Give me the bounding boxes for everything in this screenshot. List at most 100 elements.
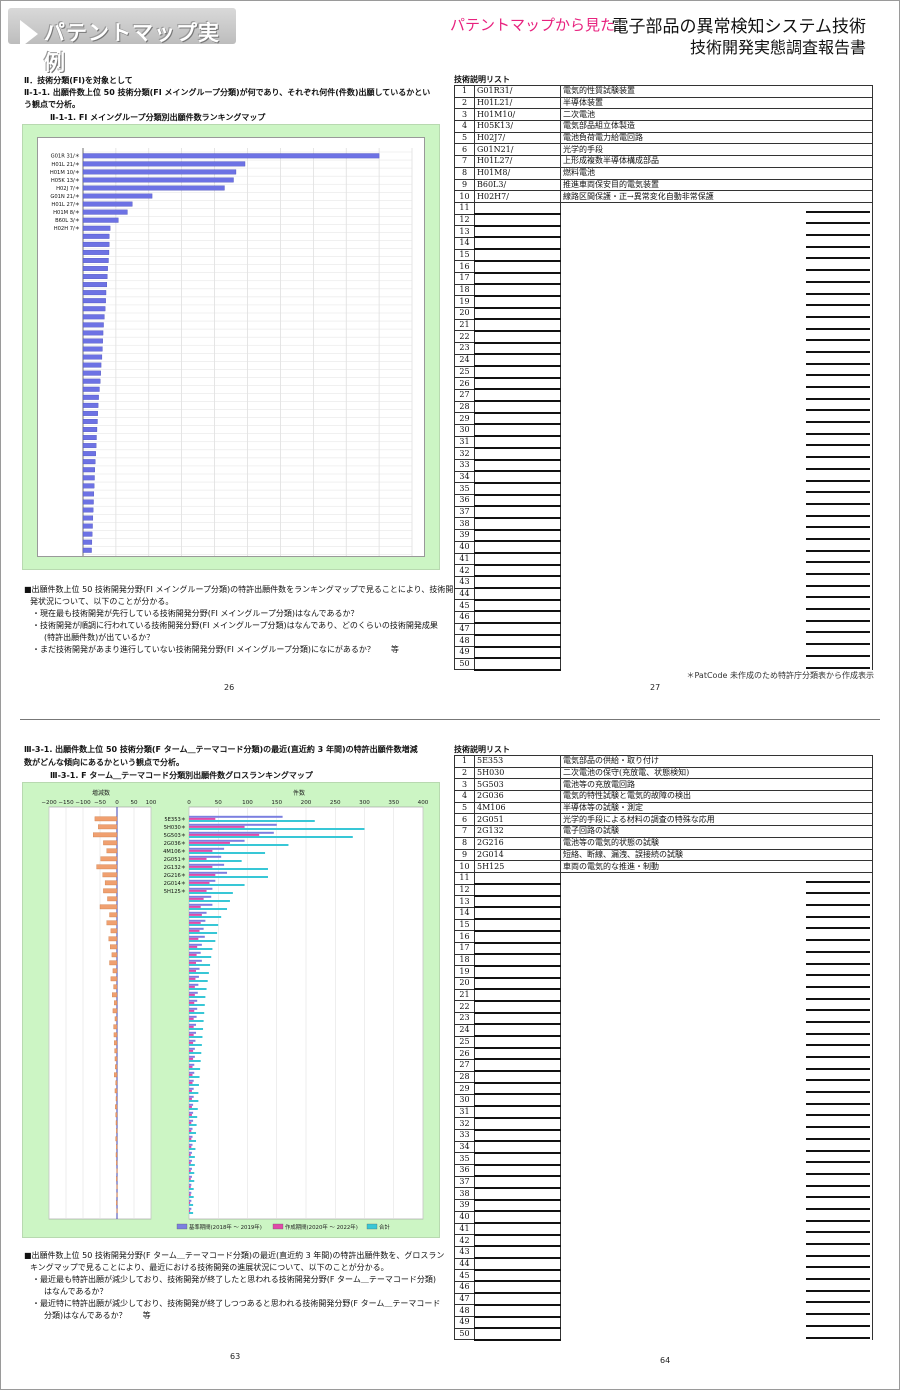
- page-number-64: 64: [660, 1356, 671, 1365]
- row-code: [474, 284, 561, 297]
- table-row: 30: [454, 1093, 873, 1108]
- chart2-base-bar: [189, 895, 212, 898]
- row-code: 2G014: [474, 848, 561, 862]
- chart2-delta-bar: [116, 1168, 118, 1174]
- chart2-total-bar: [189, 828, 365, 830]
- chart1-category-label: B60L 3/＊: [55, 218, 80, 224]
- row-rule: [806, 944, 870, 953]
- row-number: 18: [454, 283, 475, 297]
- table-row: 25: [454, 1035, 873, 1049]
- chart2-recent-bar: [189, 1065, 193, 1068]
- row-description: [560, 1304, 873, 1317]
- chart2-total-bar: [189, 1004, 205, 1006]
- row-rule: [806, 1014, 870, 1023]
- row-number: 25: [454, 365, 475, 379]
- row-description: [560, 260, 873, 273]
- table-row: 22: [454, 330, 873, 344]
- row-rule: [806, 885, 870, 895]
- row-description: [560, 1036, 873, 1048]
- row-number: 11: [454, 201, 475, 215]
- row-description: 推進車両保安目的電気装置: [560, 178, 873, 192]
- row-number: 30: [454, 1093, 475, 1107]
- table-row: 2 H01L21/半導体装置: [454, 96, 873, 110]
- banner-title: パテントマップ実例: [44, 21, 220, 75]
- row-number: 27: [454, 388, 475, 402]
- row-description: [560, 1246, 873, 1259]
- row-code: [474, 634, 561, 648]
- row-description: [560, 634, 873, 647]
- table-row: 24: [454, 1023, 873, 1037]
- row-description: 電池等の充放電回路: [560, 778, 873, 792]
- chart2-total-bar: [189, 1100, 199, 1102]
- chart2-recent-bar: [189, 1081, 193, 1084]
- row-code: [474, 494, 561, 508]
- chart2-legend-swatch: [176, 1223, 188, 1230]
- chart2-total-bar: [189, 1036, 203, 1038]
- chart2-delta-bar: [116, 1160, 118, 1166]
- chart2-right-tick-label: 200: [301, 800, 312, 806]
- row-rule: [806, 402, 870, 412]
- row-description: [560, 517, 873, 530]
- row-number: 4: [454, 120, 475, 133]
- row-description: 電子回路の試験: [560, 825, 873, 838]
- row-description: [560, 1269, 873, 1282]
- chart2-base-bar: [189, 1071, 195, 1074]
- chart2-base-bar: [189, 871, 228, 874]
- row-number: 10: [454, 860, 475, 873]
- row-rule: [806, 262, 870, 272]
- row-rule: [806, 449, 870, 459]
- chart2-base-bar: [189, 1175, 192, 1178]
- chart2-delta-bar: [116, 1200, 118, 1206]
- chart2-recent-bar: [189, 1193, 191, 1196]
- table-row: 36: [454, 1164, 873, 1178]
- table-row: 35: [454, 482, 873, 496]
- table-row: 41: [454, 1222, 873, 1236]
- row-code: H01M8/: [474, 166, 561, 180]
- table-row: 12: [454, 213, 873, 227]
- row-code: [474, 214, 561, 227]
- row-rule: [806, 437, 870, 447]
- row-rule: [806, 286, 870, 295]
- table-row: 18: [454, 953, 873, 967]
- chart2-total-bar: [189, 972, 209, 974]
- row-description: [560, 506, 873, 518]
- row-description: [560, 494, 873, 507]
- row-description: 電気部品組立体製造: [560, 120, 873, 133]
- row-code: [474, 307, 561, 321]
- tech-list-title: 技術説明リスト: [454, 75, 510, 84]
- row-code: [474, 1328, 561, 1341]
- chart2-total-bar: [189, 900, 230, 902]
- row-rule: [806, 1002, 870, 1012]
- chart1-bar: [82, 499, 94, 505]
- row-rule: [806, 1224, 870, 1234]
- chart2-right-xlabel: 件数: [293, 789, 305, 797]
- row-code: [474, 1141, 561, 1154]
- row-description: [560, 1141, 873, 1153]
- row-rule: [806, 979, 870, 988]
- row-code: [474, 1187, 561, 1201]
- chart2-total-bar: [189, 1212, 194, 1214]
- chart2-base-bar: [189, 887, 213, 890]
- chart2-delta-bar: [109, 912, 118, 918]
- page-divider: [20, 719, 880, 720]
- chart2-delta-bar: [116, 1176, 118, 1182]
- chart2-delta-bar: [94, 816, 118, 822]
- table-row: 11: [454, 201, 873, 216]
- chart1-bar: [82, 370, 101, 376]
- row-code: [474, 389, 561, 403]
- chart2-base-bar: [189, 1023, 197, 1026]
- row-number: 28: [454, 1070, 475, 1084]
- row-code: [474, 1223, 561, 1236]
- chart2-recent-bar: [189, 873, 216, 876]
- row-code: [474, 564, 561, 578]
- table-row: 13: [454, 225, 873, 239]
- row-description: [560, 1164, 873, 1177]
- row-code: [474, 1258, 561, 1271]
- chart2-base-bar: [189, 911, 207, 914]
- chart1-bar: [82, 410, 98, 416]
- table-row: 44: [454, 587, 873, 601]
- table-row: 38: [454, 1187, 873, 1201]
- tech-list-title-2: 技術説明リスト: [454, 745, 510, 754]
- table-row: 27: [454, 388, 873, 403]
- row-description: [560, 1152, 873, 1165]
